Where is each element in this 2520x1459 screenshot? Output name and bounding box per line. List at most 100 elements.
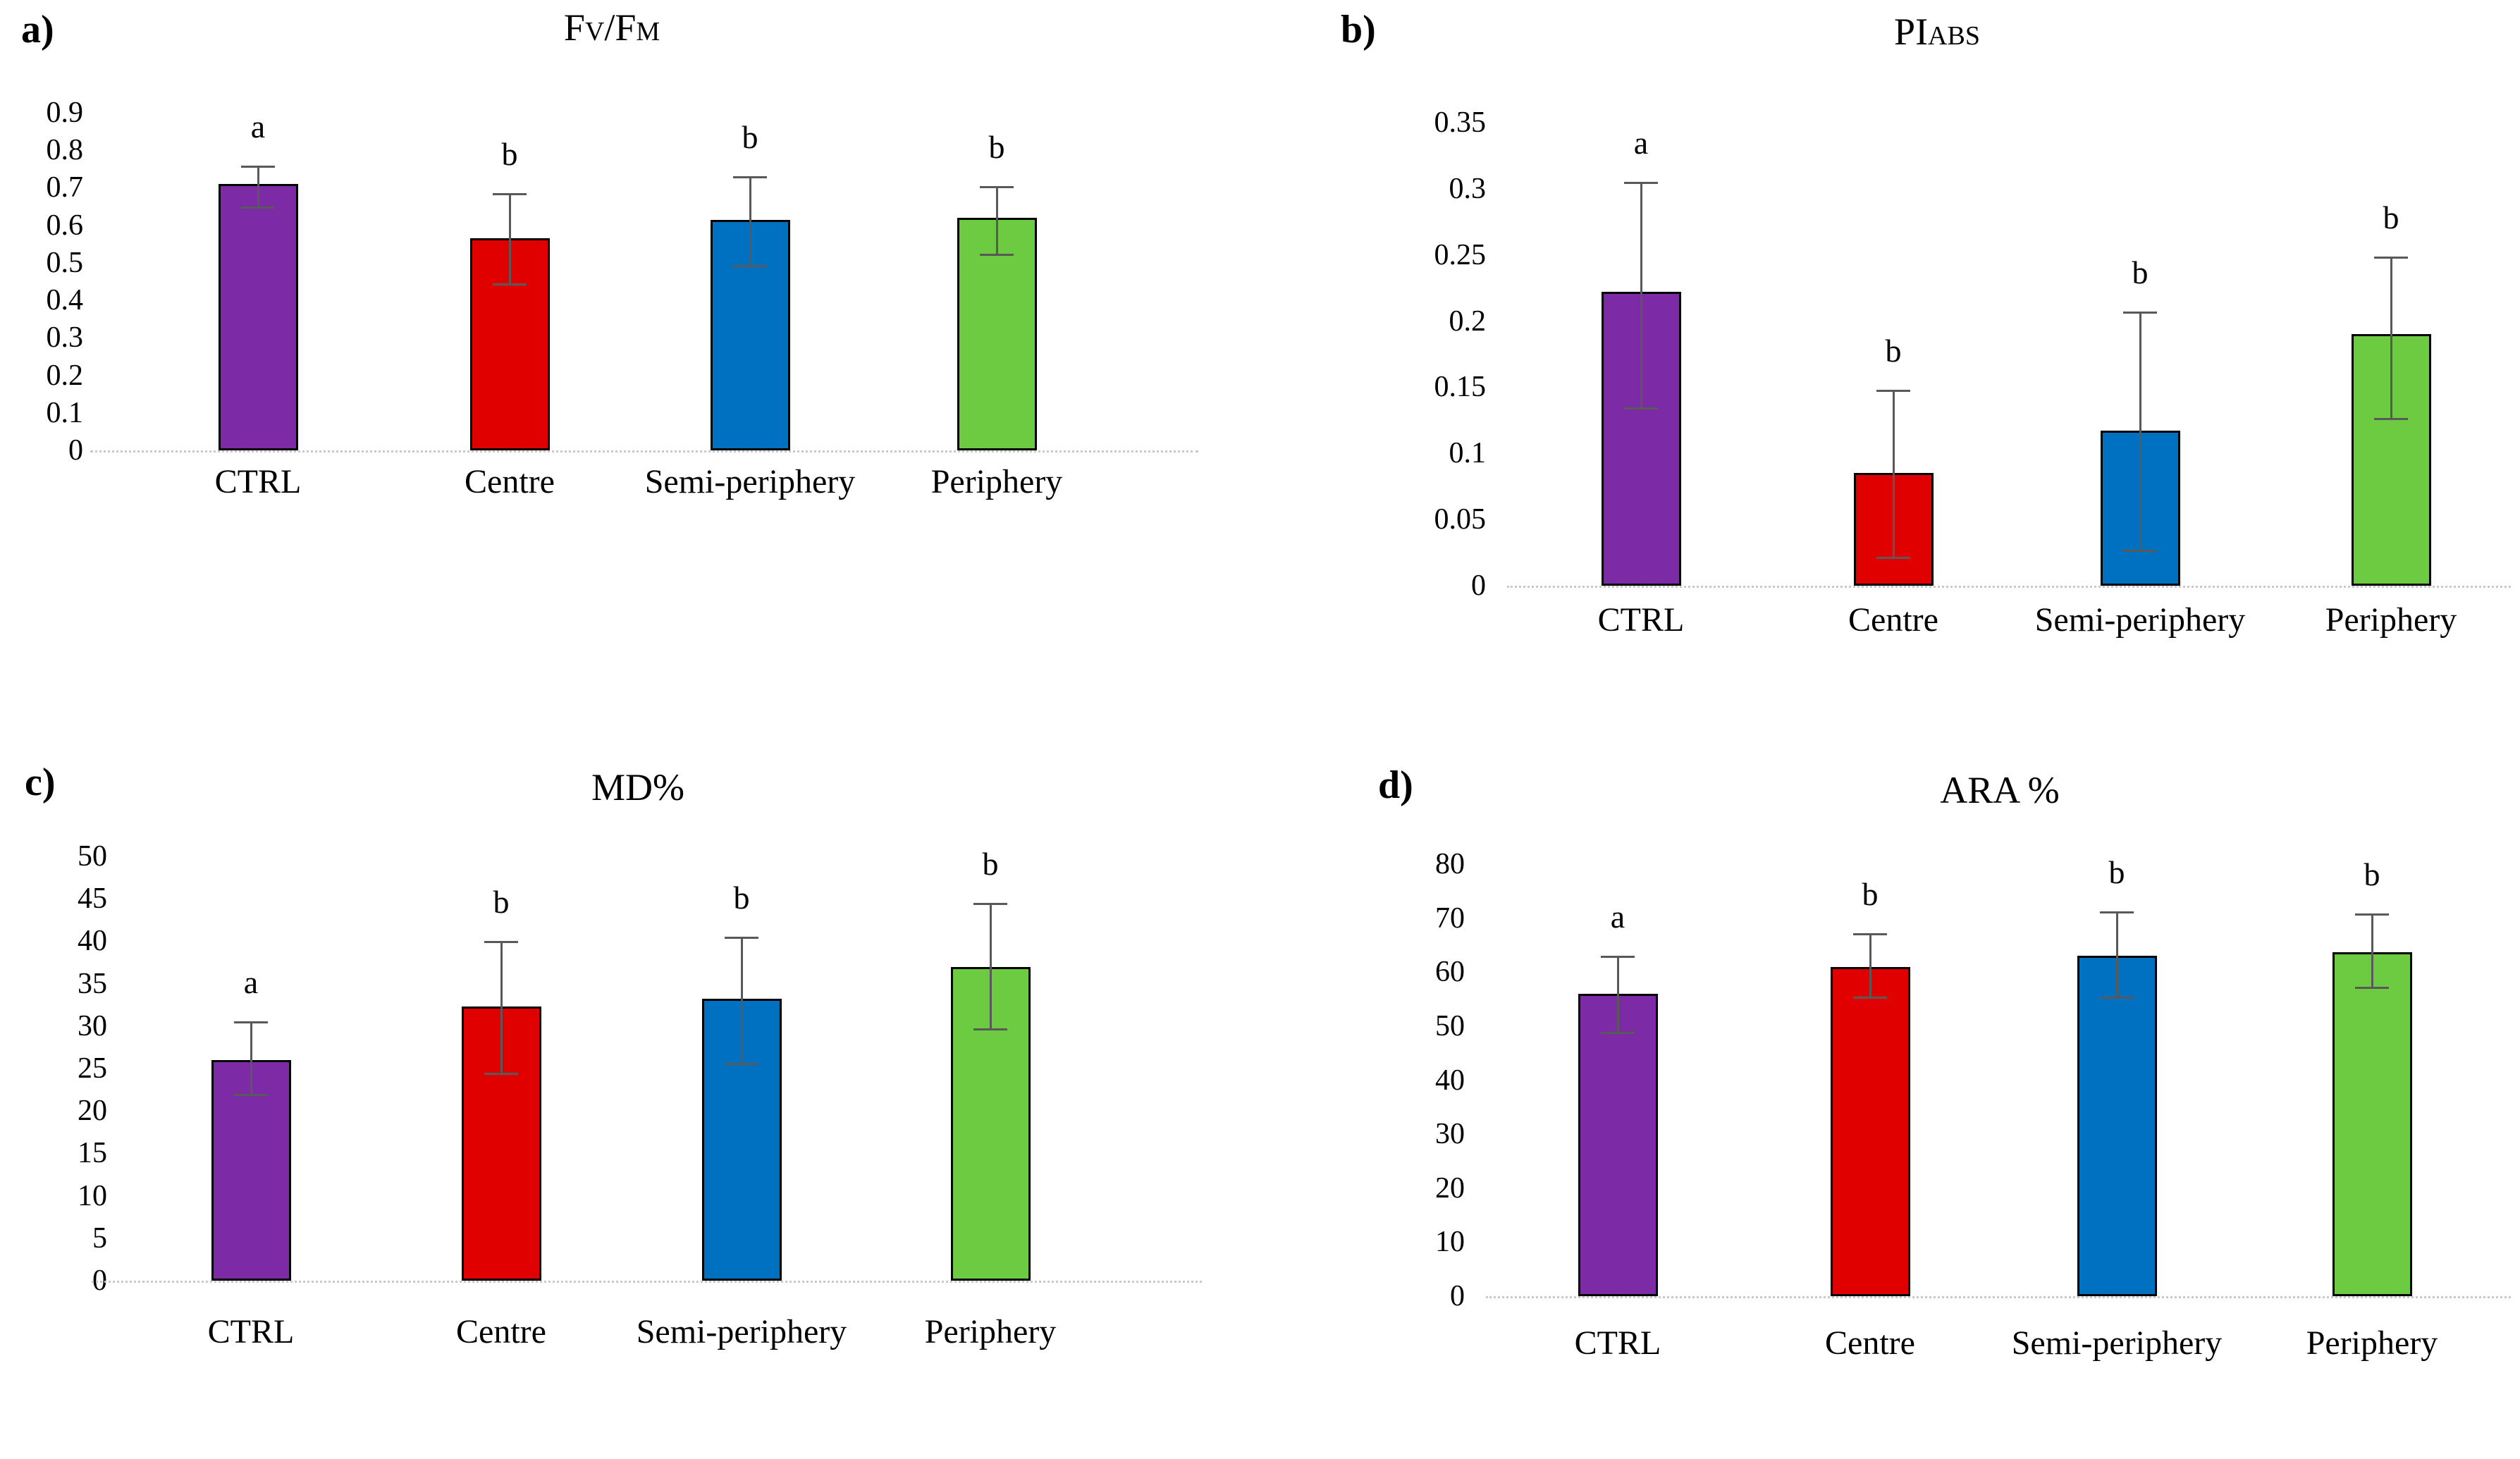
error-bar-cap-top	[2374, 256, 2408, 259]
error-bar-line	[1869, 933, 1871, 997]
significance-letter: b	[733, 880, 750, 916]
error-bar-cap-top	[234, 1021, 268, 1023]
x-axis-baseline	[92, 1281, 1202, 1283]
y-axis-tick-label: 0.35	[1434, 106, 1487, 139]
error-bar-cap-bottom	[234, 1094, 268, 1097]
y-axis-tick-label: 0.2	[46, 359, 84, 392]
y-axis-tick-label: 45	[78, 882, 107, 916]
chart-title-segment: V	[584, 17, 605, 47]
y-axis-tick-label: 30	[1435, 1118, 1465, 1151]
y-axis-tick-label: 35	[78, 967, 107, 1000]
error-bar-line	[1892, 390, 1895, 557]
chart-title-segment: M	[636, 17, 660, 47]
chart-title-segment: PI	[1894, 11, 1929, 53]
error-bar-line	[257, 165, 259, 207]
panel-letter: a)	[21, 8, 54, 51]
error-bar-line	[1640, 182, 1642, 407]
y-axis-tick-label: 0	[1471, 570, 1486, 602]
bar-semi-periphery	[2077, 956, 2157, 1296]
bar-centre	[469, 238, 550, 450]
y-axis-tick-label: 80	[1435, 848, 1465, 880]
y-axis-tick-label: 25	[78, 1052, 107, 1085]
significance-letter: b	[982, 846, 999, 882]
significance-letter: b	[2383, 199, 2399, 235]
bar-periphery	[957, 218, 1037, 450]
y-axis-tick-label: 0.7	[46, 171, 84, 204]
significance-letter: b	[742, 119, 758, 156]
error-bar-line	[1616, 956, 1619, 1032]
significance-letter: a	[1610, 899, 1625, 935]
category-label-ctrl: CTRL	[214, 463, 302, 500]
error-bar-cap-top	[980, 185, 1014, 188]
category-label-centre: Centre	[1848, 601, 1938, 639]
error-bar-line	[2371, 913, 2373, 987]
y-axis-tick-label: 0.2	[1449, 304, 1487, 338]
error-bar-cap-top	[1624, 182, 1658, 185]
error-bar-cap-bottom	[1853, 997, 1887, 999]
significance-letter: b	[493, 884, 510, 921]
x-axis-baseline	[1507, 586, 2511, 588]
error-bar-cap-bottom	[2100, 996, 2134, 999]
y-axis-tick-label: 15	[78, 1137, 107, 1170]
significance-letter: b	[1885, 333, 1902, 369]
chart-title: FV/FM	[564, 8, 660, 47]
category-label-periphery: Periphery	[2325, 601, 2457, 639]
y-axis-tick-label: 50	[1435, 1009, 1465, 1042]
bar-centre	[1830, 966, 1910, 1296]
chart-title-segment: /F	[604, 6, 637, 49]
x-axis-baseline	[1486, 1296, 2511, 1298]
error-bar-line	[740, 937, 743, 1063]
error-bar-line	[250, 1021, 252, 1095]
chart-title-segment: F	[563, 6, 585, 49]
error-bar-cap-bottom	[1601, 1031, 1635, 1034]
x-axis-baseline	[90, 450, 1198, 453]
y-axis-tick-label: 0.1	[1449, 437, 1487, 470]
error-bar-line	[749, 176, 751, 265]
significance-letter: a	[243, 964, 259, 1000]
category-label-periphery: Periphery	[2306, 1324, 2438, 1362]
error-bar-cap-top	[973, 903, 1007, 906]
error-bar-cap-bottom	[733, 264, 767, 267]
error-bar-cap-top	[733, 176, 767, 179]
y-axis-tick-label: 0.1	[46, 396, 84, 429]
significance-letter: a	[250, 108, 266, 144]
significance-letter: b	[988, 128, 1005, 165]
y-axis-tick-label: 0.3	[1449, 172, 1487, 205]
significance-letter: b	[2132, 254, 2149, 291]
y-axis-tick-label: 10	[1435, 1226, 1465, 1259]
y-axis-tick-label: 0.15	[1434, 371, 1487, 404]
significance-letter: b	[1862, 876, 1879, 913]
y-axis-tick-label: 50	[78, 840, 107, 873]
panel-letter: c)	[25, 761, 56, 804]
error-bar-cap-bottom	[973, 1028, 1007, 1031]
y-axis-tick-label: 0.6	[46, 209, 84, 242]
y-axis-tick-label: 30	[78, 1009, 107, 1042]
error-bar-cap-top	[484, 941, 518, 944]
bar-semi-periphery	[701, 999, 782, 1281]
category-label-semi-periphery: Semi-periphery	[2011, 1324, 2223, 1362]
significance-letter: b	[2364, 856, 2380, 893]
y-axis-tick-label: 20	[78, 1095, 107, 1128]
y-axis-tick-label: 0	[1450, 1280, 1465, 1312]
error-bar-cap-top	[725, 937, 758, 940]
error-bar-cap-bottom	[1624, 407, 1658, 410]
error-bar-line	[2139, 312, 2141, 550]
error-bar-line	[2115, 911, 2118, 997]
chart-title-segment: MD%	[591, 766, 684, 808]
category-label-ctrl: CTRL	[1574, 1324, 1661, 1362]
significance-letter: a	[1633, 125, 1649, 161]
error-bar-cap-top	[1876, 390, 1910, 393]
category-label-ctrl: CTRL	[1597, 601, 1685, 639]
category-label-ctrl: CTRL	[207, 1313, 295, 1350]
bar-ctrl	[1578, 993, 1658, 1296]
error-bar-cap-bottom	[2123, 550, 2157, 553]
category-label-semi-periphery: Semi-periphery	[2034, 601, 2246, 639]
error-bar-cap-top	[1601, 956, 1635, 959]
y-axis-tick-label: 20	[1435, 1171, 1465, 1205]
category-label-centre: Centre	[1825, 1324, 1915, 1362]
y-axis-tick-label: 0	[68, 434, 83, 467]
chart-title: PIABS	[1894, 13, 1980, 51]
